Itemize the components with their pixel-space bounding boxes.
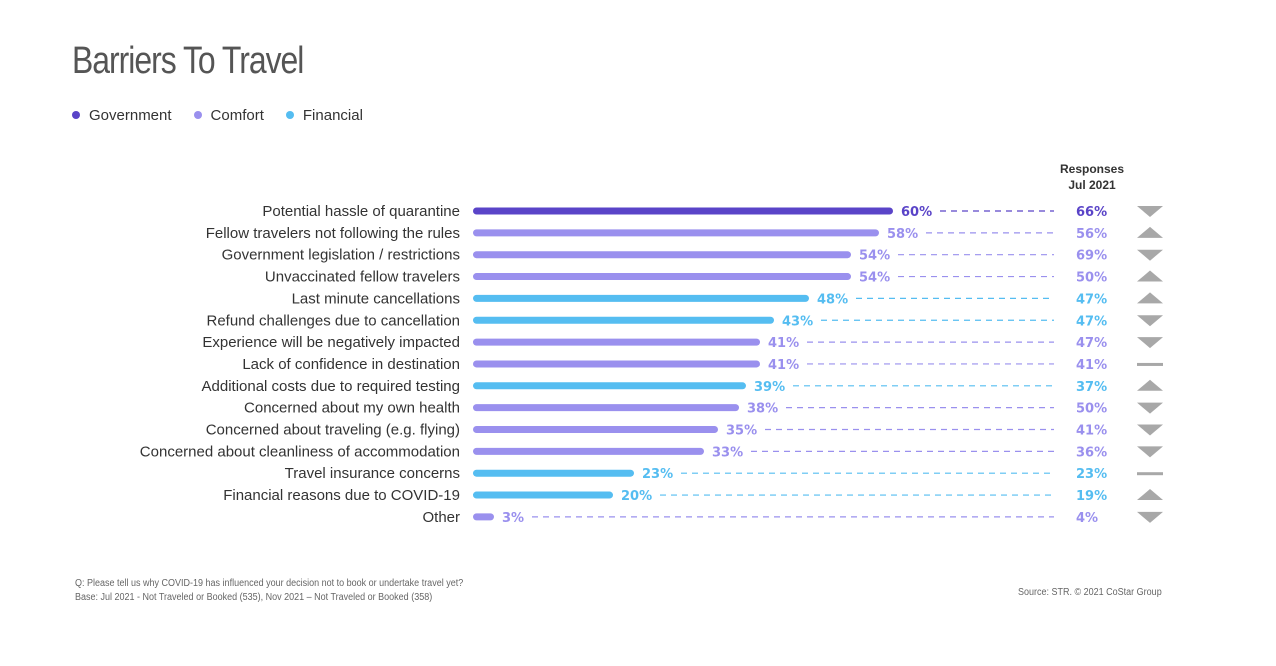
comparison-value: 41%	[1076, 424, 1107, 439]
comparison-value: 36%	[1076, 445, 1107, 460]
comparison-value: 47%	[1076, 314, 1107, 329]
bar	[473, 229, 879, 237]
category-label: Travel insurance concerns	[285, 465, 460, 482]
category-label: Experience will be negatively impacted	[202, 334, 460, 351]
footnote: Q: Please tell us why COVID-19 has influ…	[75, 577, 463, 605]
value-label: 43%	[782, 314, 813, 329]
value-label: 33%	[712, 445, 743, 460]
legend-label-financial: Financial	[302, 106, 363, 124]
comparison-value: 69%	[1076, 249, 1107, 264]
legend-label-government: Government	[89, 106, 172, 124]
category-label: Other	[422, 509, 460, 526]
bar	[473, 360, 760, 368]
comparison-value: 41%	[1076, 358, 1107, 373]
comparison-value: 37%	[1076, 380, 1107, 395]
legend-item-financial: Financial	[285, 106, 363, 124]
trend-up-icon	[1137, 489, 1163, 501]
comparison-value: 47%	[1076, 336, 1107, 351]
trend-up-icon	[1137, 379, 1163, 391]
category-label: Government legislation / restrictions	[222, 247, 460, 264]
bar	[473, 251, 851, 259]
value-label: 41%	[768, 336, 799, 351]
trend-down-icon	[1137, 337, 1163, 349]
comparison-header-line2: Jul 2021	[1068, 178, 1116, 192]
comparison-value: 50%	[1076, 402, 1107, 417]
category-label: Additional costs due to required testing	[202, 378, 461, 395]
trend-down-icon	[1137, 206, 1163, 217]
value-label: 54%	[859, 249, 890, 264]
category-label: Concerned about traveling (e.g. flying)	[206, 422, 460, 439]
comparison-value: 50%	[1076, 271, 1107, 286]
category-label: Financial reasons due to COVID-19	[223, 487, 460, 504]
footnote-question: Q: Please tell us why COVID-19 has influ…	[75, 578, 464, 589]
bar	[473, 316, 774, 324]
bar	[473, 207, 893, 215]
bar	[473, 404, 739, 412]
comparison-value: 66%	[1076, 205, 1107, 220]
legend-dot-government	[72, 111, 80, 119]
trend-down-icon	[1137, 424, 1163, 436]
value-label: 60%	[901, 205, 932, 220]
bar	[473, 491, 613, 499]
bar	[473, 513, 494, 521]
category-label: Potential hassle of quarantine	[262, 203, 460, 220]
value-label: 48%	[817, 292, 848, 307]
value-label: 39%	[754, 380, 785, 395]
legend: Government Comfort Financial	[72, 105, 363, 125]
category-label: Unvaccinated fellow travelers	[265, 269, 460, 286]
footnote-base: Base: Jul 2021 - Not Traveled or Booked …	[75, 592, 433, 603]
bar	[473, 294, 809, 302]
source-note: Source: STR. © 2021 CoStar Group	[1018, 587, 1162, 598]
bar	[473, 338, 760, 346]
comparison-value: 4%	[1076, 511, 1098, 526]
value-label: 35%	[726, 424, 757, 439]
legend-dot-financial	[285, 111, 294, 119]
trend-down-icon	[1137, 511, 1163, 523]
legend-label-comfort: Comfort	[210, 106, 264, 124]
trend-down-icon	[1137, 446, 1163, 458]
category-label: Concerned about cleanliness of accommoda…	[140, 443, 460, 460]
value-label: 54%	[859, 271, 890, 286]
trend-up-icon	[1137, 292, 1163, 304]
value-label: 41%	[768, 358, 799, 373]
bar	[473, 273, 851, 281]
comparison-value: 19%	[1076, 489, 1107, 504]
value-label: 58%	[887, 227, 918, 242]
trend-up-icon	[1137, 226, 1163, 238]
legend-item-comfort: Comfort	[193, 106, 264, 124]
category-label: Last minute cancellations	[292, 290, 460, 307]
trend-flat-icon	[1137, 362, 1163, 366]
trend-down-icon	[1137, 402, 1163, 414]
comparison-value: 56%	[1076, 227, 1107, 242]
comparison-header-line1: Responses	[1060, 162, 1124, 176]
value-label: 3%	[502, 511, 524, 526]
trend-up-icon	[1137, 270, 1163, 282]
legend-dot-comfort	[193, 111, 202, 119]
trend-down-icon	[1137, 315, 1163, 327]
bar	[473, 447, 704, 455]
category-label: Refund challenges due to cancellation	[206, 312, 460, 329]
chart-title: Barriers To Travel	[72, 40, 304, 82]
category-label: Lack of confidence in destination	[242, 356, 460, 373]
category-label: Concerned about my own health	[244, 400, 460, 417]
trend-flat-icon	[1137, 472, 1163, 476]
bar	[473, 469, 634, 477]
value-label: 38%	[747, 402, 778, 417]
trend-down-icon	[1137, 249, 1163, 261]
category-label: Fellow travelers not following the rules	[206, 225, 460, 242]
comparison-value: 47%	[1076, 292, 1107, 307]
comparison-value: 23%	[1076, 467, 1107, 482]
value-label: 20%	[621, 489, 652, 504]
legend-item-government: Government	[72, 107, 172, 124]
bar	[473, 426, 718, 433]
value-label: 23%	[642, 467, 673, 482]
bar	[473, 382, 746, 390]
